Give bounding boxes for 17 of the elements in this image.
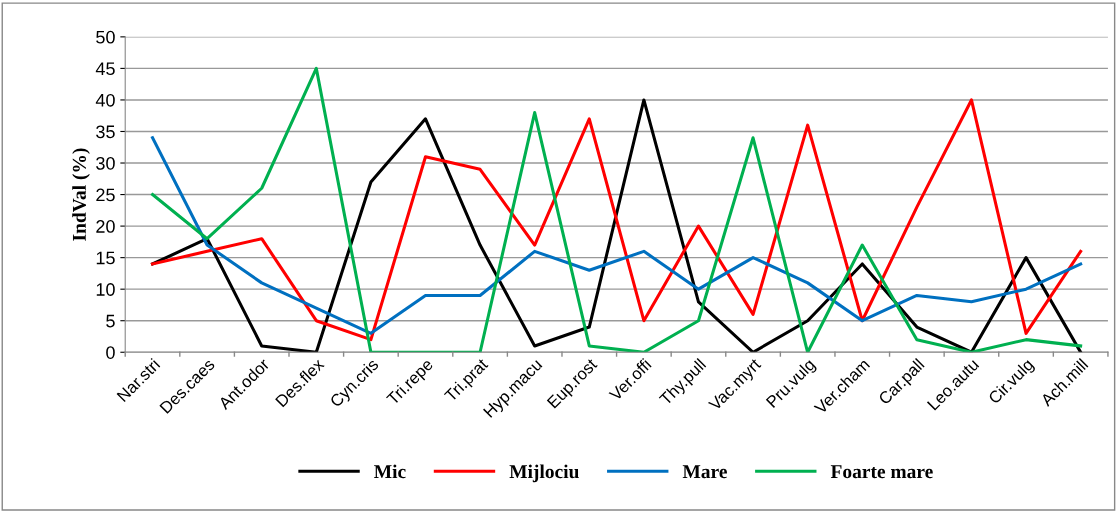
- y-tick-label: 10: [96, 283, 115, 296]
- y-tick-label: 40: [95, 93, 115, 107]
- legend-label: Mare: [682, 465, 727, 479]
- y-tick-label: 25: [96, 188, 115, 202]
- y-tick-label: 45: [95, 62, 115, 76]
- line-series: [150, 136, 1083, 335]
- y-tick-label: 35: [96, 125, 115, 139]
- y-tick-label: 50: [96, 30, 115, 44]
- y-tick-label: 20: [96, 220, 115, 233]
- legend-label: Foarte mare: [830, 465, 933, 479]
- legend-label: Mic: [374, 464, 406, 479]
- y-tick-label: 0: [106, 346, 115, 359]
- y-tick-label: 30: [96, 156, 115, 170]
- y-tick-label: 15: [96, 251, 115, 265]
- y-axis-title: IndVal (%): [72, 148, 90, 241]
- legend-label: Mijlociu: [509, 464, 579, 483]
- y-tick-label: 5: [106, 314, 115, 328]
